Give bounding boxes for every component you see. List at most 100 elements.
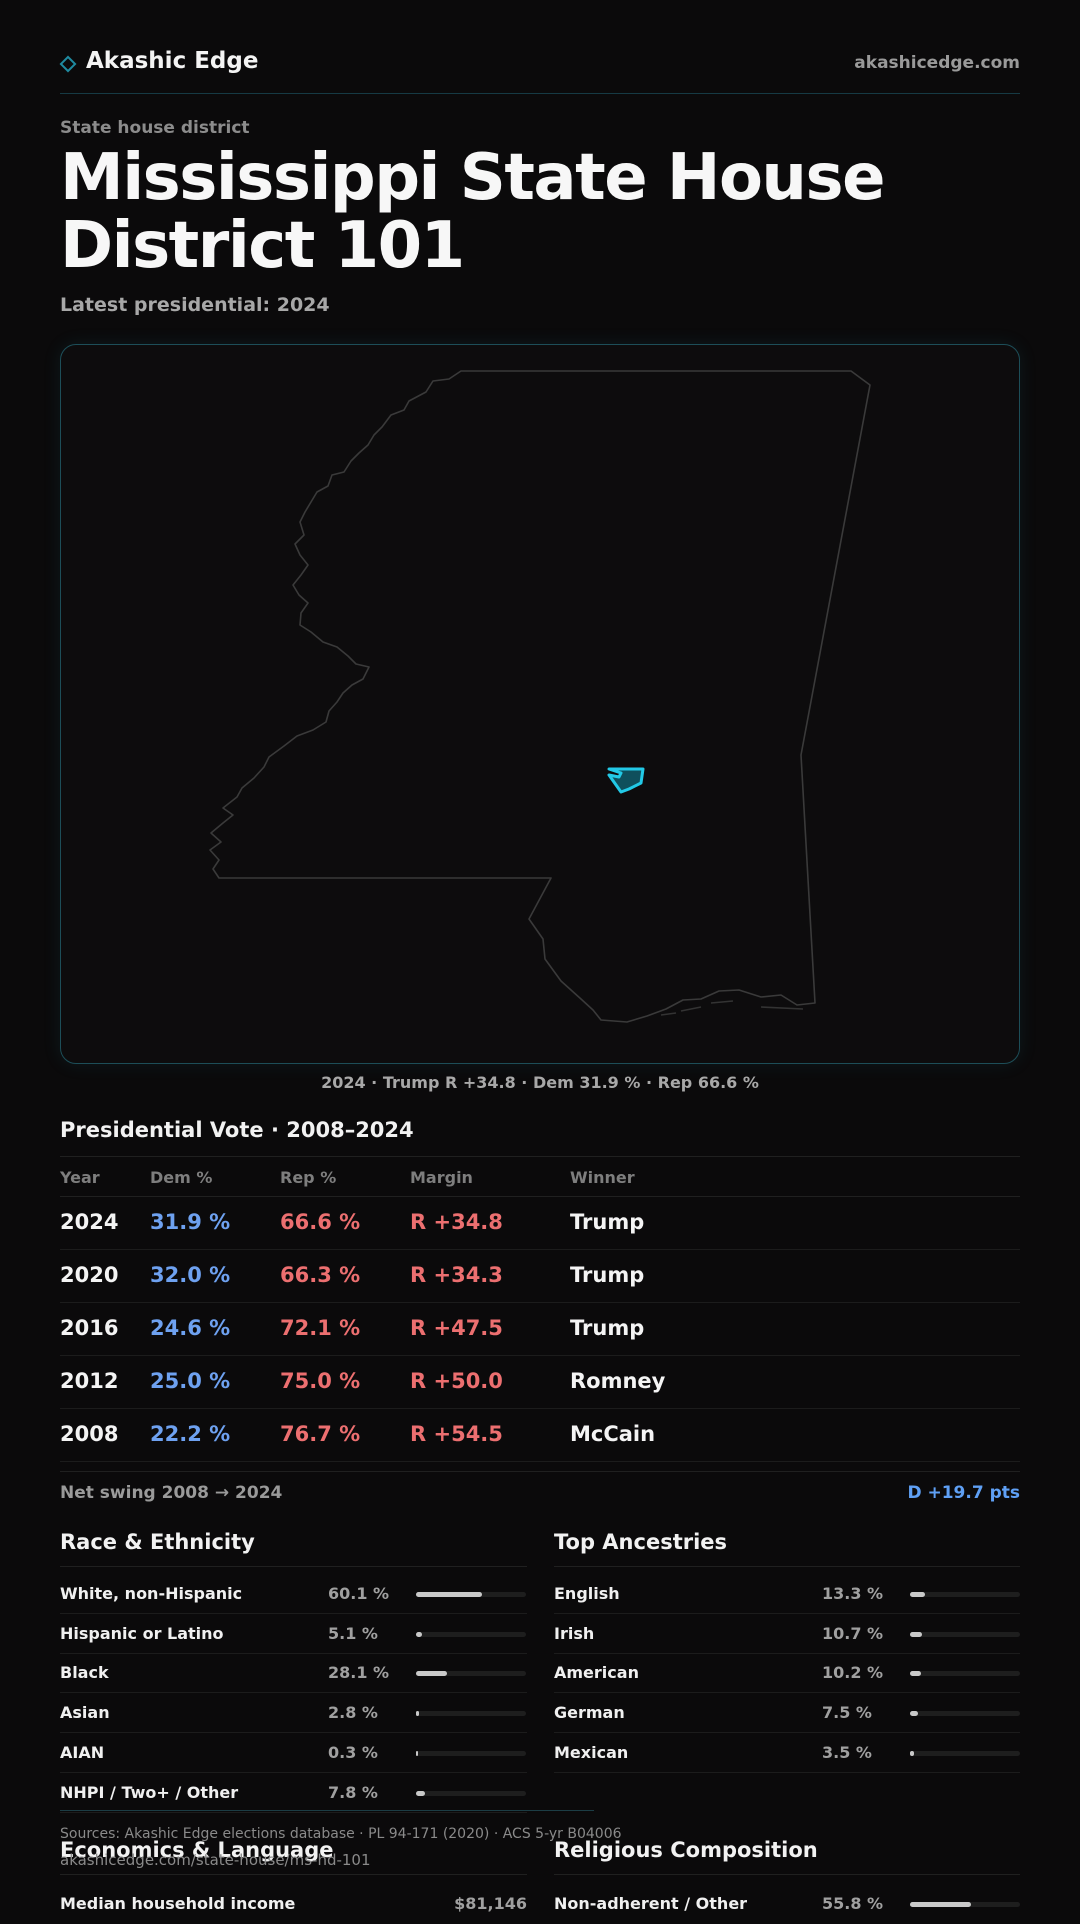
- race-bar-fill: [416, 1790, 425, 1796]
- economics-row-label: Median household income: [60, 1894, 296, 1913]
- page-kicker: State house district: [60, 118, 250, 138]
- ancestry-value: 13.3 %: [822, 1584, 884, 1603]
- economics-row: Median household income $81,146: [60, 1884, 527, 1924]
- race-value: 2.8 %: [328, 1703, 378, 1723]
- col-header-year: Year: [60, 1168, 100, 1187]
- footer-url[interactable]: akashicedge.com/state-house/ms-hd-101: [60, 1851, 371, 1869]
- ancestry-bar-fill: [910, 1750, 914, 1756]
- race-bar-track: [416, 1750, 526, 1756]
- race-bar-fill: [416, 1592, 483, 1597]
- header-divider: [60, 93, 1020, 94]
- ancestry-bar-fill: [910, 1631, 922, 1637]
- race-label: NHPI / Two+ / Other: [60, 1782, 239, 1802]
- race-label: Black: [60, 1663, 109, 1683]
- religion-bar-fill: [910, 1902, 972, 1907]
- race-value: 7.8 %: [328, 1782, 378, 1802]
- vote-row[interactable]: 2008 22.2 % 76.7 % R +54.5 McCain: [60, 1410, 1020, 1462]
- year-cell: 2012: [60, 1369, 119, 1393]
- district-101-highlight[interactable]: [607, 767, 645, 794]
- col-header-dem: Dem %: [150, 1168, 213, 1187]
- vote-section-title: Presidential Vote · 2008–2024: [60, 1118, 414, 1142]
- economics-section-title: Economics & Language: [60, 1838, 334, 1862]
- race-label: White, non-Hispanic: [60, 1584, 243, 1603]
- ancestry-bar-fill: [910, 1592, 925, 1597]
- row-divider: [60, 1302, 1020, 1303]
- race-bar-fill: [416, 1631, 422, 1637]
- race-value: 28.1 %: [328, 1663, 390, 1683]
- swing-rule: [60, 1471, 1020, 1472]
- vote-row[interactable]: 2020 32.0 % 66.3 % R +34.3 Trump: [60, 1251, 1020, 1303]
- net-swing-value: D +19.7 pts: [907, 1483, 1020, 1503]
- ancestry-label: English: [554, 1584, 620, 1603]
- race-row: Black 28.1 %: [60, 1653, 527, 1694]
- ancestry-bar-track: [910, 1750, 1020, 1756]
- year-cell: 2008: [60, 1422, 119, 1446]
- race-bar-track: [416, 1711, 526, 1717]
- ancestry-value: 10.7 %: [822, 1623, 884, 1643]
- district-map[interactable]: [60, 344, 1020, 1064]
- religion-bar-track: [910, 1902, 1020, 1907]
- race-bar-track: [416, 1592, 526, 1597]
- margin-cell: R +47.5: [410, 1316, 503, 1340]
- vote-row[interactable]: 2024 31.9 % 66.6 % R +34.8 Trump: [60, 1198, 1020, 1250]
- race-value: 60.1 %: [328, 1584, 390, 1603]
- race-bar-fill: [416, 1711, 420, 1717]
- winner-cell: Trump: [570, 1316, 645, 1340]
- brand-name[interactable]: Akashic Edge: [86, 48, 259, 74]
- ancestry-row: Irish 10.7 %: [554, 1614, 1020, 1654]
- rep-pct-cell: 66.3 %: [280, 1263, 361, 1287]
- race-row-divider: [60, 1811, 527, 1813]
- dem-pct-cell: 31.9 %: [150, 1210, 231, 1234]
- ancestry-row-divider: [554, 1692, 1020, 1694]
- ancestry-row: Mexican 3.5 %: [554, 1733, 1020, 1773]
- race-bar-track: [416, 1631, 526, 1637]
- row-divider: [60, 1355, 1020, 1356]
- race-bar-fill: [416, 1671, 447, 1677]
- margin-cell: R +34.3: [410, 1263, 503, 1287]
- dem-pct-cell: 22.2 %: [150, 1422, 231, 1446]
- ancestry-value: 7.5 %: [822, 1703, 872, 1723]
- header: Akashic Edge akashicedge.com: [59, 44, 1020, 84]
- vote-row[interactable]: 2012 25.0 % 75.0 % R +50.0 Romney: [60, 1357, 1020, 1409]
- winner-cell: Trump: [570, 1210, 645, 1234]
- race-label: AIAN: [60, 1742, 105, 1762]
- row-divider: [60, 1249, 1020, 1250]
- ancestry-row-divider: [554, 1771, 1020, 1773]
- ancestry-label: American: [554, 1663, 639, 1683]
- rep-pct-cell: 66.6 %: [280, 1210, 361, 1234]
- religion-section-title: Religious Composition: [554, 1838, 818, 1862]
- ancestry-title-rule: [554, 1566, 1020, 1567]
- page-title: Mississippi State House District 101: [60, 141, 885, 283]
- economics-row-value: $81,146: [454, 1894, 527, 1913]
- religion-title-rule: [554, 1874, 1020, 1875]
- ancestry-row-divider: [554, 1732, 1020, 1734]
- site-link[interactable]: akashicedge.com: [854, 53, 1020, 73]
- net-swing-label: Net swing 2008 → 2024: [60, 1483, 283, 1503]
- sources-note: Sources: Akashic Edge elections database…: [60, 1826, 622, 1842]
- race-value: 5.1 %: [328, 1623, 378, 1643]
- state-outline: [209, 370, 871, 1023]
- margin-cell: R +34.8: [410, 1210, 503, 1234]
- race-row-divider: [60, 1732, 527, 1734]
- footer-rule: [60, 1810, 594, 1811]
- map-caption: 2024 · Trump R +34.8 · Dem 31.9 % · Rep …: [321, 1073, 759, 1092]
- state-outline-map: [209, 370, 871, 1023]
- header-rule: [60, 1196, 1020, 1197]
- diamond-logo-icon: [59, 55, 77, 73]
- row-divider: [60, 1408, 1020, 1409]
- ancestry-bar-track: [910, 1671, 1020, 1677]
- ancestry-bar-track: [910, 1711, 1020, 1717]
- col-header-margin: Margin: [410, 1168, 473, 1187]
- ancestry-label: Irish: [554, 1623, 595, 1643]
- ancestry-bar-fill: [910, 1711, 919, 1717]
- race-bar-fill: [416, 1750, 418, 1756]
- race-row: Asian 2.8 %: [60, 1693, 527, 1734]
- race-label: Asian: [60, 1703, 110, 1723]
- gulf-islands: [660, 1000, 804, 1016]
- year-cell: 2020: [60, 1263, 119, 1287]
- race-row: White, non-Hispanic 60.1 %: [60, 1574, 527, 1614]
- ancestry-row: English 13.3 %: [554, 1574, 1020, 1614]
- vote-row[interactable]: 2016 24.6 % 72.1 % R +47.5 Trump: [60, 1304, 1020, 1356]
- ancestry-value: 3.5 %: [822, 1742, 872, 1762]
- rep-pct-cell: 76.7 %: [280, 1422, 361, 1446]
